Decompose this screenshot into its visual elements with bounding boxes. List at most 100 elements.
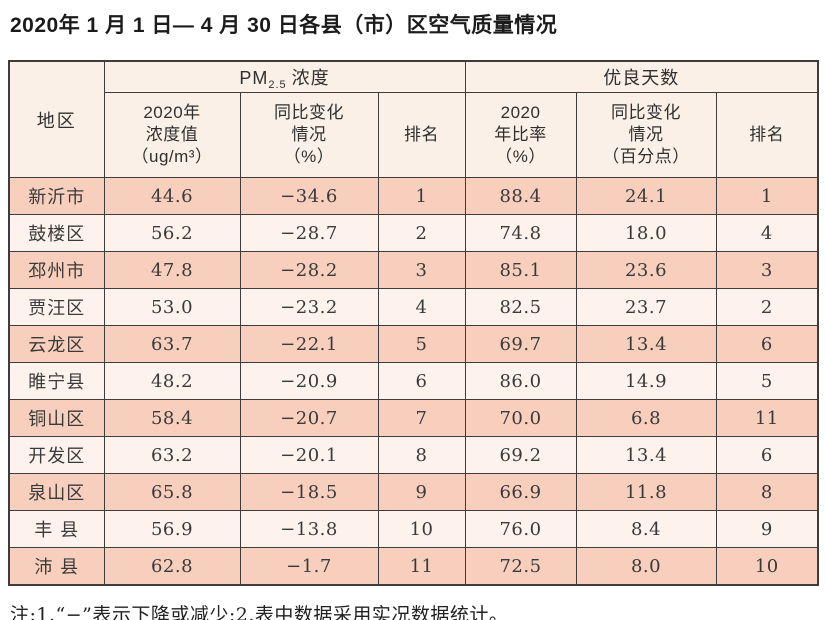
cell-good-rank: 11: [715, 399, 819, 437]
cell-good-change: 8.0: [575, 547, 717, 586]
cell-pm-rank: 2: [377, 214, 466, 252]
cell-pm-rank: 7: [377, 399, 466, 437]
cell-good-change: 14.9: [575, 362, 717, 400]
cell-region: 邳州市: [8, 251, 105, 289]
cell-pm-change: −28.7: [239, 214, 379, 252]
table-row: 鼓楼区 56.2 −28.7 2 74.8 18.0 4: [8, 214, 819, 252]
cell-pm-change: −1.7: [239, 547, 379, 586]
table-row: 沛 县 62.8 −1.7 11 72.5 8.0 10: [8, 547, 819, 586]
header-good-rank: 排名: [715, 92, 819, 178]
cell-pm-value: 62.8: [103, 547, 241, 586]
header-pm-change: 同比变化 情况 （%）: [239, 92, 379, 178]
table-row: 睢宁县 48.2 −20.9 6 86.0 14.9 5: [8, 362, 819, 400]
cell-region: 铜山区: [8, 399, 105, 437]
cell-good-ratio: 74.8: [464, 214, 577, 252]
cell-good-ratio: 69.2: [464, 436, 577, 474]
cell-pm-value: 58.4: [103, 399, 241, 437]
cell-good-ratio: 69.7: [464, 325, 577, 363]
cell-pm-rank: 9: [377, 473, 466, 511]
cell-pm-rank: 8: [377, 436, 466, 474]
cell-good-ratio: 76.0: [464, 510, 577, 548]
cell-pm-rank: 4: [377, 288, 466, 326]
cell-pm-value: 56.2: [103, 214, 241, 252]
page-title: 2020年 1 月 1 日— 4 月 30 日各县（市）区空气质量情况: [10, 14, 558, 37]
table-row: 开发区 63.2 −20.1 8 69.2 13.4 6: [8, 436, 819, 474]
cell-pm-change: −20.9: [239, 362, 379, 400]
cell-pm-value: 44.6: [103, 177, 241, 215]
header-pm25-group: PM2.5 浓度: [103, 60, 466, 93]
cell-pm-change: −20.7: [239, 399, 379, 437]
cell-good-rank: 1: [715, 177, 819, 215]
table-footnote: 注:1.“−”表示下降或减少;2.表中数据采用实况数据统计。: [10, 604, 509, 620]
cell-good-rank: 2: [715, 288, 819, 326]
cell-pm-rank: 3: [377, 251, 466, 289]
table-body: 新沂市 44.6 −34.6 1 88.4 24.1 1 鼓楼区 56.2 −28.7 2 74.8…: [8, 177, 819, 586]
table-row: 泉山区 65.8 −18.5 9 66.9 11.8 8: [8, 473, 819, 511]
cell-region: 沛 县: [8, 547, 105, 586]
cell-pm-rank: 5: [377, 325, 466, 363]
cell-good-change: 13.4: [575, 436, 717, 474]
cell-good-change: 23.7: [575, 288, 717, 326]
cell-pm-change: −28.2: [239, 251, 379, 289]
cell-good-ratio: 82.5: [464, 288, 577, 326]
cell-region: 丰 县: [8, 510, 105, 548]
table-row: 邳州市 47.8 −28.2 3 85.1 23.6 3: [8, 251, 819, 289]
table-header: 地区 PM2.5 浓度 优良天数 2020年 浓度值 （ug/m³） 同比变化 情…: [8, 60, 819, 178]
cell-region: 睢宁县: [8, 362, 105, 400]
cell-pm-value: 53.0: [103, 288, 241, 326]
pm-label-rest: 浓度: [291, 67, 330, 88]
cell-region: 贾汪区: [8, 288, 105, 326]
cell-good-change: 6.8: [575, 399, 717, 437]
pm-label-prefix: PM: [239, 67, 269, 88]
cell-pm-change: −23.2: [239, 288, 379, 326]
header-pm-value: 2020年 浓度值 （ug/m³）: [103, 92, 241, 178]
cell-good-rank: 10: [715, 547, 819, 586]
cell-good-rank: 9: [715, 510, 819, 548]
table-row: 新沂市 44.6 −34.6 1 88.4 24.1 1: [8, 177, 819, 215]
cell-pm-rank: 10: [377, 510, 466, 548]
header-pm-rank: 排名: [377, 92, 466, 178]
cell-region: 开发区: [8, 436, 105, 474]
cell-pm-rank: 6: [377, 362, 466, 400]
cell-good-change: 13.4: [575, 325, 717, 363]
header-good-ratio: 2020 年比率 （%）: [464, 92, 577, 178]
cell-pm-change: −20.1: [239, 436, 379, 474]
cell-region: 新沂市: [8, 177, 105, 215]
cell-good-rank: 4: [715, 214, 819, 252]
cell-good-change: 18.0: [575, 214, 717, 252]
cell-good-ratio: 88.4: [464, 177, 577, 215]
header-good-change: 同比变化 情况 （百分点）: [575, 92, 717, 178]
cell-pm-change: −13.8: [239, 510, 379, 548]
cell-pm-rank: 11: [377, 547, 466, 586]
cell-pm-value: 63.2: [103, 436, 241, 474]
cell-good-rank: 5: [715, 362, 819, 400]
cell-pm-value: 65.8: [103, 473, 241, 511]
cell-good-rank: 6: [715, 436, 819, 474]
cell-region: 泉山区: [8, 473, 105, 511]
cell-pm-change: −34.6: [239, 177, 379, 215]
header-sub-row: 2020年 浓度值 （ug/m³） 同比变化 情况 （%） 排名 2020 年比…: [9, 92, 819, 178]
cell-pm-change: −18.5: [239, 473, 379, 511]
table-row: 云龙区 63.7 −22.1 5 69.7 13.4 6: [8, 325, 819, 363]
air-quality-table: 地区 PM2.5 浓度 优良天数 2020年 浓度值 （ug/m³） 同比变化 情…: [8, 60, 820, 586]
cell-good-ratio: 86.0: [464, 362, 577, 400]
cell-good-change: 24.1: [575, 177, 717, 215]
header-group-row: 地区 PM2.5 浓度 优良天数: [8, 60, 819, 178]
cell-good-ratio: 66.9: [464, 473, 577, 511]
table-row: 贾汪区 53.0 −23.2 4 82.5 23.7 2: [8, 288, 819, 326]
cell-pm-value: 63.7: [103, 325, 241, 363]
cell-pm-value: 56.9: [103, 510, 241, 548]
cell-pm-rank: 1: [377, 177, 466, 215]
cell-good-rank: 3: [715, 251, 819, 289]
cell-pm-change: −22.1: [239, 325, 379, 363]
cell-good-change: 11.8: [575, 473, 717, 511]
cell-good-rank: 6: [715, 325, 819, 363]
table-row: 铜山区 58.4 −20.7 7 70.0 6.8 11: [8, 399, 819, 437]
cell-good-ratio: 85.1: [464, 251, 577, 289]
cell-region: 云龙区: [8, 325, 105, 363]
cell-good-change: 8.4: [575, 510, 717, 548]
cell-region: 鼓楼区: [8, 214, 105, 252]
cell-good-ratio: 70.0: [464, 399, 577, 437]
cell-good-rank: 8: [715, 473, 819, 511]
